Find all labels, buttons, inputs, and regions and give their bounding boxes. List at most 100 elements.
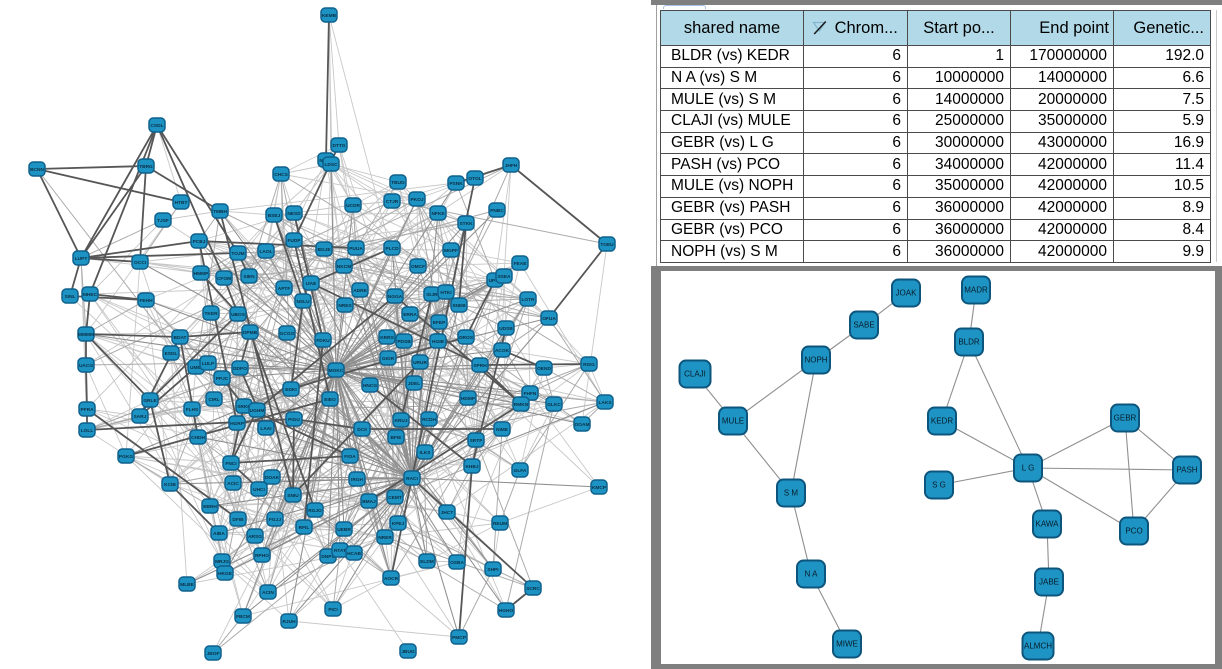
svg-text:RISG: RISG — [583, 362, 595, 368]
svg-text:OCCI: OCCI — [134, 260, 147, 266]
svg-text:KHBJ: KHBJ — [465, 464, 478, 470]
svg-text:DNPS: DNPS — [321, 554, 335, 560]
svg-text:PCBJ: PCBJ — [193, 239, 206, 245]
svg-text:UDSB: UDSB — [499, 326, 513, 332]
svg-text:MRJG: MRJG — [215, 559, 229, 565]
svg-text:OOAM: OOAM — [575, 422, 590, 428]
svg-text:PICI: PICI — [328, 607, 338, 613]
svg-text:NGGA: NGGA — [388, 294, 403, 300]
svg-text:RGJO: RGJO — [308, 508, 322, 514]
svg-text:RCDH: RCDH — [422, 417, 436, 423]
svg-text:PMCP: PMCP — [452, 635, 467, 641]
svg-text:HGHO: HGHO — [499, 608, 514, 614]
svg-text:NOPH: NOPH — [804, 356, 827, 365]
svg-text:HTKI: HTKI — [440, 290, 452, 296]
svg-text:NESD: NESD — [287, 211, 301, 217]
svg-text:FDKU: FDKU — [316, 338, 330, 344]
svg-text:KAWA: KAWA — [1036, 520, 1060, 529]
svg-text:EBRH: EBRH — [203, 504, 217, 510]
svg-text:MULE: MULE — [722, 417, 744, 426]
svg-text:GRLE: GRLE — [143, 398, 157, 404]
svg-text:JHCT: JHCT — [441, 510, 454, 516]
svg-text:OMCF: OMCF — [411, 264, 425, 270]
svg-text:UMEI: UMEI — [190, 365, 203, 371]
svg-text:TOEU: TOEU — [600, 242, 614, 248]
svg-text:CLAJI: CLAJI — [684, 370, 706, 379]
svg-text:HMMP: HMMP — [194, 271, 209, 277]
svg-text:PSNK: PSNK — [449, 181, 463, 187]
svg-text:HGIB: HGIB — [432, 339, 445, 345]
svg-text:IRGH: IRGH — [351, 477, 364, 483]
svg-text:MOKC: MOKC — [329, 368, 344, 374]
svg-text:PASH: PASH — [1176, 466, 1197, 475]
svg-text:CFOM: CFOM — [217, 276, 231, 282]
svg-text:JOAK: JOAK — [896, 289, 918, 298]
svg-text:FEAE: FEAE — [514, 261, 528, 267]
svg-text:STKK: STKK — [459, 221, 473, 227]
svg-text:ACIN: ACIN — [262, 590, 274, 596]
svg-text:PLCD: PLCD — [385, 246, 399, 252]
svg-text:SNEB: SNEB — [452, 303, 466, 309]
svg-text:NSLU: NSLU — [296, 299, 310, 305]
svg-text:PCO: PCO — [1125, 527, 1142, 536]
svg-text:DFIB: DFIB — [232, 517, 244, 523]
svg-text:SNIU: SNIU — [287, 493, 299, 499]
svg-text:GLFA: GLFA — [514, 468, 527, 474]
svg-text:TMBH: TMBH — [213, 209, 227, 215]
svg-text:SPRH: SPRH — [473, 363, 487, 369]
svg-text:ELDM: ELDM — [420, 559, 434, 565]
svg-text:S G: S G — [932, 481, 946, 490]
svg-text:SSEA: SSEA — [497, 274, 511, 280]
svg-text:LOTR: LOTR — [521, 297, 535, 303]
svg-text:DOAK: DOAK — [265, 475, 280, 481]
svg-text:DDPO: DDPO — [233, 366, 247, 372]
svg-text:UEBR: UEBR — [337, 527, 351, 533]
svg-text:TKER: TKER — [204, 311, 218, 317]
svg-text:KMCP: KMCP — [592, 485, 607, 491]
svg-text:NRES: NRES — [338, 303, 352, 309]
svg-text:S M: S M — [784, 489, 799, 498]
svg-text:MIWE: MIWE — [836, 640, 858, 649]
svg-text:KRRS: KRRS — [380, 335, 394, 341]
svg-text:UHCI: UHCI — [253, 487, 265, 493]
svg-text:TOJM: TOJM — [231, 251, 244, 257]
svg-text:FGJJ: FGJJ — [269, 517, 281, 523]
svg-text:ACOK: ACOK — [495, 348, 510, 354]
svg-text:GLKC: GLKC — [547, 402, 561, 408]
svg-text:LOLL: LOLL — [81, 428, 94, 434]
svg-text:DCII: DCII — [357, 427, 367, 433]
svg-text:IGJR: IGJR — [426, 292, 438, 298]
svg-text:CTJR: CTJR — [386, 199, 399, 205]
svg-text:CEMT: CEMT — [388, 495, 402, 501]
svg-text:ALMCH: ALMCH — [1024, 642, 1052, 651]
svg-text:BSEJ: BSEJ — [268, 213, 281, 219]
svg-text:MHEC: MHEC — [83, 292, 98, 298]
svg-text:LAOL: LAOL — [259, 249, 272, 255]
svg-text:FNCI: FNCI — [225, 461, 237, 467]
svg-text:ARSG: ARSG — [248, 534, 262, 540]
svg-text:HKGE: HKGE — [218, 571, 233, 577]
svg-text:OFUA: OFUA — [542, 316, 556, 322]
svg-text:UACG: UACG — [79, 363, 93, 369]
svg-text:AIBA: AIBA — [213, 531, 225, 537]
svg-text:HTBT: HTBT — [175, 200, 188, 206]
svg-text:JDEL: JDEL — [408, 381, 420, 387]
svg-text:FBCM: FBCM — [236, 614, 250, 620]
svg-text:HNCG: HNCG — [363, 383, 377, 389]
svg-text:UGHM: UGHM — [250, 408, 265, 414]
svg-text:L G: L G — [1022, 464, 1035, 473]
svg-text:NIME: NIME — [496, 427, 509, 433]
svg-text:PDSB: PDSB — [397, 339, 411, 345]
svg-text:IJAE: IJAE — [306, 281, 317, 287]
svg-text:KEDR: KEDR — [931, 417, 953, 426]
svg-text:FUDP: FUDP — [287, 238, 301, 244]
svg-text:URUR: URUR — [413, 360, 427, 366]
svg-text:LUPT: LUPT — [75, 256, 88, 262]
svg-text:KEMB: KEMB — [322, 13, 337, 19]
svg-text:ERRA: ERRA — [403, 312, 417, 318]
svg-text:KCIB: KCIB — [164, 482, 176, 488]
svg-text:PFRA: PFRA — [80, 407, 94, 413]
svg-text:OTOL: OTOL — [468, 176, 481, 182]
svg-text:PPJC: PPJC — [216, 376, 229, 382]
svg-text:UBOS: UBOS — [231, 312, 246, 318]
